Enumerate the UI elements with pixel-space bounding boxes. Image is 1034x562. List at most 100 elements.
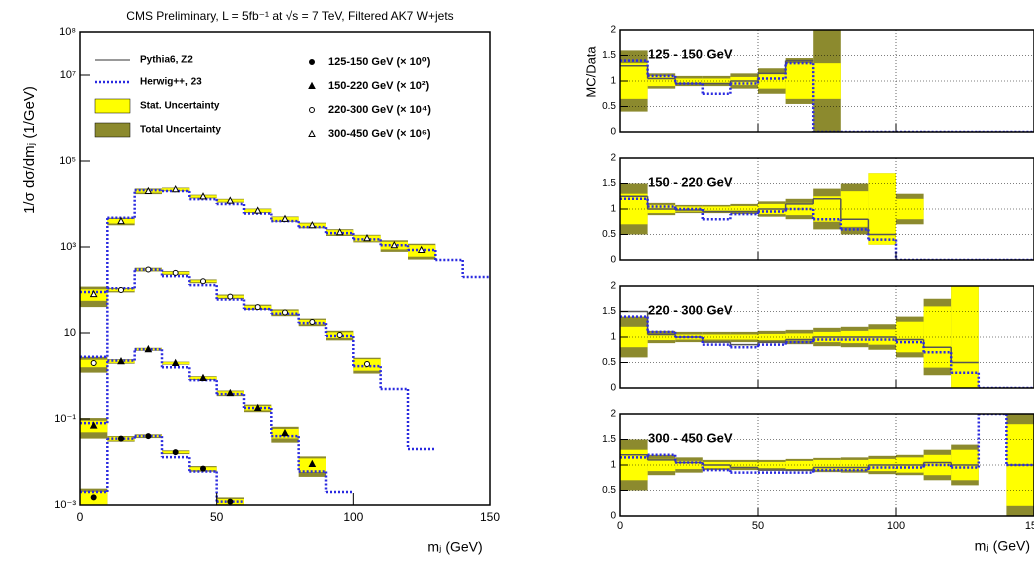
y-tick-label: 1 [610,76,616,87]
legend-label: Pythia6, Z2 [140,55,193,66]
y-tick-label: 10⁵ [59,155,76,167]
y-tick-label: 10 [64,327,76,339]
y-tick-label: 1.5 [602,178,616,189]
data-point [335,228,344,236]
y-tick-label: 1.5 [602,434,616,445]
x-tick-label: 150 [480,510,500,524]
data-point [145,433,152,440]
legend-label: 220-300 GeV (× 10⁴) [328,104,431,116]
data-point [253,206,262,214]
y-tick-label: 0 [610,383,616,394]
data-point [253,403,262,412]
data-point [281,428,289,437]
data-point [199,192,207,200]
data-point [200,465,206,472]
data-point [336,331,343,338]
y-tick-label: 0.5 [602,485,616,496]
panel-area [620,158,1034,260]
panel-label: 150 - 220 GeV [648,174,733,189]
legend-label: 125-150 GeV (× 10⁰) [328,56,431,68]
data-point [172,269,179,276]
data-point [89,421,98,429]
y-tick-label: 10⁷ [60,69,76,81]
data-point [226,196,235,204]
y-tick-label: 10³ [60,241,76,253]
data-point [171,358,180,367]
panel-label: 220 - 300 GeV [648,302,733,317]
stat-band [730,205,758,213]
stat-band [758,73,786,89]
stat-band [730,461,758,469]
y-tick-label: 10⁻¹ [54,413,76,425]
stat-band [758,461,786,469]
data-point [117,216,125,225]
stat-band [758,333,786,341]
y-tick-label: 1 [610,332,616,343]
legend-marker [309,59,315,65]
data-point [226,388,235,397]
data-point [227,293,234,300]
x-tick-label: 150 [1025,520,1034,532]
data-point [118,435,124,442]
panel-area [620,414,1034,516]
data-point [281,214,289,222]
data-point [90,360,97,367]
x-tick-label: 100 [887,520,905,532]
panel-area [620,286,1034,388]
stat-band [896,198,924,220]
y-tick-label: 0.5 [602,101,616,112]
data-point [117,357,125,365]
y-axis-label: 1/σ dσ/dmⱼ (1/GeV) [21,86,38,214]
y-tick-label: 1 [610,204,616,215]
data-point [254,304,261,311]
x-tick-label: 0 [77,510,84,524]
panel-label: 300 - 450 GeV [648,430,733,445]
legend-marker [308,81,316,89]
stat-band [647,75,676,87]
x-tick-label: 0 [617,520,623,532]
data-point [172,449,179,456]
panel-area [620,30,1034,132]
y-tick-label: 0.5 [602,229,616,240]
y-tick-label: 10⁻³ [54,499,76,511]
legend-swatch [94,98,131,114]
data-point [89,289,98,298]
y-tick-label: 2 [610,153,616,164]
data-point [144,344,153,353]
plot-area [80,185,490,505]
stat-band [785,460,814,470]
data-point [227,498,234,505]
data-point [363,233,371,242]
y-tick-label: 0 [610,511,616,522]
data-point [171,185,180,193]
legend-label: Stat. Uncertainty [140,101,220,112]
plot-frame [79,31,491,506]
y-tick-label: 1.5 [602,50,616,61]
x-tick-label: 50 [210,510,224,524]
data-point [118,287,124,293]
data-point [309,319,316,326]
legend-swatch [94,122,131,138]
data-point [282,309,288,316]
stat-band [785,333,814,341]
chart-title: CMS Preliminary, L = 5fb⁻¹ at √s = 7 TeV… [126,9,453,23]
data-point [90,494,97,501]
data-point [417,245,426,254]
legend-marker [308,129,316,137]
data-point [200,278,206,285]
y-tick-label: 0.5 [602,357,616,368]
x-tick-label: 50 [752,520,764,532]
legend-label: Herwig++, 23 [140,77,202,88]
data-point [390,240,399,249]
stat-band [896,321,924,353]
y-tick-label: 10⁸ [59,26,76,38]
y-tick-label: 1 [610,460,616,471]
stat-band [647,458,676,472]
data-point [364,361,370,368]
stat-band [785,63,814,99]
y-tick-label: 1.5 [602,306,616,317]
stat-band [923,306,952,368]
x-axis-label: mⱼ (GeV) [975,538,1030,554]
